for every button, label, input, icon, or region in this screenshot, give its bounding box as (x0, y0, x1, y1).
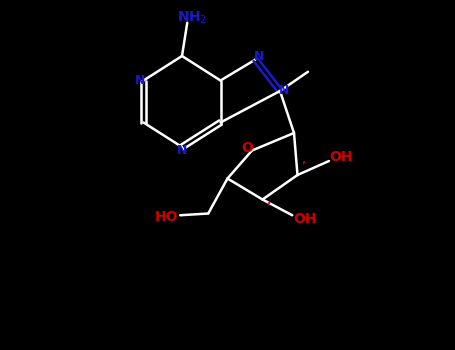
Text: OH: OH (329, 150, 353, 164)
Text: HO: HO (155, 210, 179, 224)
Text: OH: OH (293, 212, 316, 226)
Text: N: N (135, 74, 145, 87)
Text: N: N (254, 49, 264, 63)
Text: N: N (177, 144, 187, 157)
Text: NH$_2$: NH$_2$ (177, 9, 207, 26)
Text: ’: ’ (302, 161, 306, 171)
Text: N: N (279, 84, 289, 98)
Text: O: O (241, 141, 253, 155)
Text: ’: ’ (267, 202, 271, 212)
